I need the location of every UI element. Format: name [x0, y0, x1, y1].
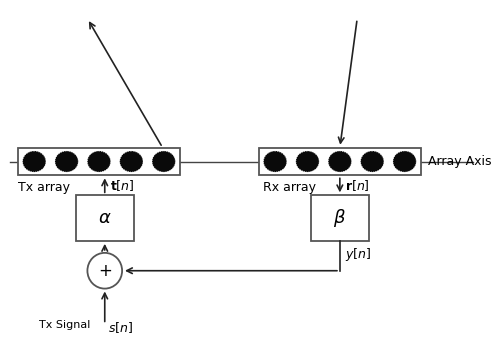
Bar [18, 148, 180, 175]
Ellipse shape [328, 151, 351, 172]
Ellipse shape [87, 151, 110, 172]
Text: $+$: $+$ [98, 262, 112, 280]
Ellipse shape [55, 151, 78, 172]
Ellipse shape [264, 151, 287, 172]
Text: $\beta$: $\beta$ [333, 207, 346, 229]
Ellipse shape [296, 151, 319, 172]
Text: Tx array: Tx array [18, 181, 70, 194]
Bar [76, 195, 134, 241]
Text: $\alpha$: $\alpha$ [98, 209, 111, 227]
Bar [259, 148, 421, 175]
Text: $\mathbf{t}[n]$: $\mathbf{t}[n]$ [109, 178, 134, 193]
Ellipse shape [152, 151, 175, 172]
Ellipse shape [393, 151, 416, 172]
Circle shape [87, 253, 122, 289]
Ellipse shape [360, 151, 384, 172]
Ellipse shape [119, 151, 143, 172]
Text: Array Axis: Array Axis [428, 155, 492, 168]
Bar [311, 195, 369, 241]
Ellipse shape [23, 151, 46, 172]
Text: Tx Signal: Tx Signal [39, 320, 91, 330]
Text: Rx array: Rx array [263, 181, 316, 194]
Text: $y[n]$: $y[n]$ [345, 246, 371, 264]
Text: $\mathbf{r}[n]$: $\mathbf{r}[n]$ [345, 178, 369, 193]
Text: $s[n]$: $s[n]$ [108, 320, 133, 335]
